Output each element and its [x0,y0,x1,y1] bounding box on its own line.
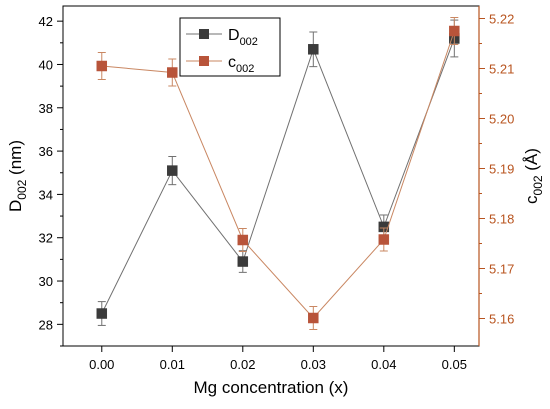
y-left-tick-label: 34 [39,187,53,202]
legend-box [179,17,281,77]
y-left-tick-label: 36 [39,144,53,159]
data-point-c002 [449,25,460,37]
y-right-tick-label: 5.22 [489,12,514,27]
data-point-d002 [96,308,108,319]
x-tick-label: 0.02 [230,357,255,372]
series-line-d002 [101,38,455,314]
legend-marker-c002 [199,56,209,66]
data-point-d002 [237,256,249,267]
legend-label-d002: D002 [228,27,258,48]
x-tick-label: 0.00 [89,357,114,372]
legend-label-c002: c002 [228,54,254,75]
series-layer [96,17,460,330]
x-tick-label: 0.03 [301,357,326,372]
legend: D002 c002 [179,17,281,77]
y-right-axis-title: c002 (Å) [522,148,545,204]
y-right-tick-label: 5.19 [489,162,514,177]
x-tick-label: 0.04 [371,357,396,372]
y-left-tick-label: 28 [39,317,53,332]
y-left-tick-label: 40 [39,57,53,72]
data-point-c002 [237,234,249,246]
y-left-tick-label: 32 [39,231,53,246]
x-axis: 0.00 0.01 0.02 0.03 0.04 0.05 [89,346,467,372]
data-point-d002 [167,165,178,176]
y-right-tick-label: 5.17 [489,262,514,277]
y-right-axis: 5.16 5.17 5.18 5.19 5.20 5.21 5.22 [478,6,514,346]
series-line-c002 [101,30,455,319]
x-tick-label: 0.01 [160,357,185,372]
y-right-tick-label: 5.18 [489,212,514,227]
data-point-c002 [378,234,390,245]
y-left-tick-label: 30 [39,274,53,289]
data-point-c002 [167,67,178,78]
x-tick-label: 0.05 [442,357,467,372]
y-left-tick-label: 38 [39,101,53,116]
y-left-tick-label: 42 [39,14,53,29]
y-right-tick-label: 5.16 [489,312,514,327]
legend-marker-d002 [199,29,209,39]
y-left-axis: 28 30 32 34 36 38 40 42 [39,14,63,347]
data-point-c002 [96,60,108,72]
data-point-c002 [308,312,319,324]
y-right-tick-label: 5.21 [489,62,514,77]
x-axis-title: Mg concentration (x) [194,378,349,397]
y-left-axis-title: D002 (nm) [6,140,29,212]
data-point-d002 [308,44,319,55]
y-right-tick-label: 5.20 [489,112,514,127]
